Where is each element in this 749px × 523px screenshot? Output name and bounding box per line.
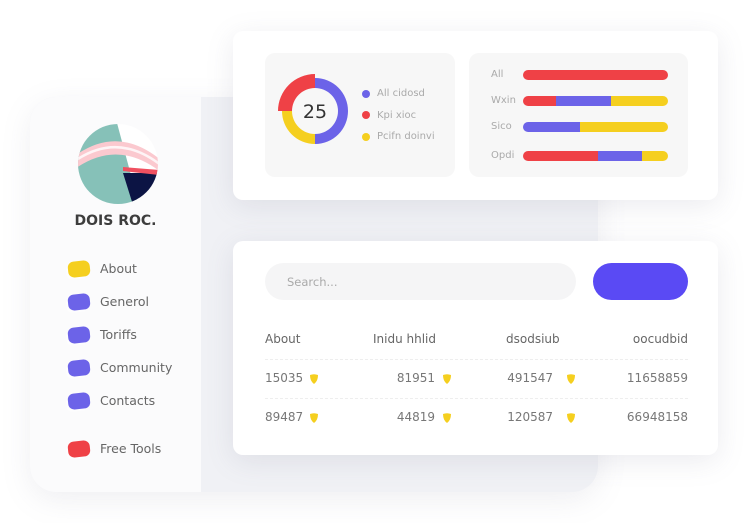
bar-row: Wxin (491, 95, 668, 106)
row-divider (265, 359, 688, 360)
avatar (78, 124, 158, 204)
sidebar-item-about[interactable]: About (67, 252, 172, 285)
table-cell: 89487 (265, 410, 304, 424)
sidebar-item-community[interactable]: Community (67, 351, 173, 384)
table-cell: 15035 (265, 371, 304, 385)
bar-segment (611, 95, 668, 106)
stacked-bar (523, 69, 668, 80)
sidebar-item-label: Free Tools (100, 441, 162, 456)
sidebar-item-toriffs[interactable]: Toriffs (67, 318, 172, 351)
nav-blob-icon (67, 325, 91, 344)
shield-icon (567, 374, 575, 384)
bar-row: All (491, 69, 668, 80)
sidebar-item-label: About (100, 261, 137, 276)
shield-icon (443, 374, 451, 384)
donut-segment-yellow (282, 111, 315, 144)
bar-label: Opdi (491, 150, 515, 161)
shield-icon (443, 413, 451, 423)
bar-segment (556, 95, 612, 106)
table-cell: 491547 (507, 371, 553, 385)
donut-segment-blue (315, 78, 348, 144)
nav-blob-icon (67, 358, 91, 377)
sidebar-item-generol[interactable]: Generol (67, 285, 172, 318)
nav-blob-icon (67, 391, 91, 410)
column-header[interactable]: Inidu hhlid (373, 332, 437, 346)
bar-segment (523, 95, 557, 106)
table-cell: 11658859 (626, 371, 688, 385)
bar-segment (641, 150, 668, 161)
legend-item: Pcifn doinvi (362, 126, 435, 148)
legend-item: Kpi xioc (362, 105, 435, 127)
shield-icon (310, 413, 318, 423)
stacked-bar (523, 95, 668, 106)
bar-row: Sico (491, 121, 668, 132)
table-cell: 44819 (396, 410, 435, 424)
row-divider (265, 398, 688, 399)
bar-row: Opdi (491, 150, 668, 161)
bar-segment (523, 69, 668, 80)
nav-blob-icon (67, 439, 91, 458)
bar-label: All (491, 69, 504, 80)
column-header[interactable]: About (265, 332, 301, 346)
bar-segment (579, 121, 668, 132)
donut-legend: All cidosd Kpi xioc Pcifn doinvi (362, 83, 435, 148)
bar-segment (523, 150, 599, 161)
donut-chart: 25 (278, 74, 348, 144)
table-card: About Inidu hhlid dsodsiub oocudbid 15035 819… (233, 241, 718, 455)
bars-panel: All Wxin Sico Opdi (469, 53, 688, 177)
sidebar-item-label: Generol (100, 294, 149, 309)
stats-card: 25 All cidosd Kpi xioc Pcifn doinvi All W… (233, 31, 718, 200)
legend-item: All cidosd (362, 83, 435, 105)
donut-segment-red (278, 74, 315, 111)
sidebar-item-label: Community (100, 360, 173, 375)
search-button[interactable] (593, 263, 688, 300)
sidebar-item-contacts[interactable]: Contacts (67, 384, 172, 417)
sidebar-item-label: Toriffs (100, 327, 137, 342)
shield-icon (310, 374, 318, 384)
table-cell: 66948158 (626, 410, 688, 424)
sidebar-item-free-tools[interactable]: Free Tools (67, 432, 172, 465)
search-input[interactable] (265, 263, 576, 300)
bar-label: Sico (491, 121, 512, 132)
table-cell: 81951 (396, 371, 435, 385)
sidebar: DOIS ROC. About Generol Toriffs Community Co… (30, 97, 201, 492)
nav-blob-icon (67, 259, 91, 278)
sidebar-nav: About Generol Toriffs Community Contacts Free… (67, 252, 173, 465)
table-cell: 120587 (507, 410, 553, 424)
sidebar-item-label: Contacts (100, 393, 156, 408)
bar-segment (598, 150, 642, 161)
shield-icon (567, 413, 575, 423)
stacked-bar (523, 121, 668, 132)
donut-panel: 25 All cidosd Kpi xioc Pcifn doinvi (265, 53, 455, 177)
donut-value: 25 (303, 101, 327, 123)
brand-name: DOIS ROC. (74, 213, 157, 229)
bar-label: Wxin (491, 95, 516, 106)
nav-blob-icon (67, 292, 91, 311)
stacked-bar (523, 150, 668, 161)
column-header[interactable]: oocudbid (632, 332, 688, 346)
column-header[interactable]: dsodsiub (506, 332, 560, 346)
bar-segment (523, 121, 580, 132)
